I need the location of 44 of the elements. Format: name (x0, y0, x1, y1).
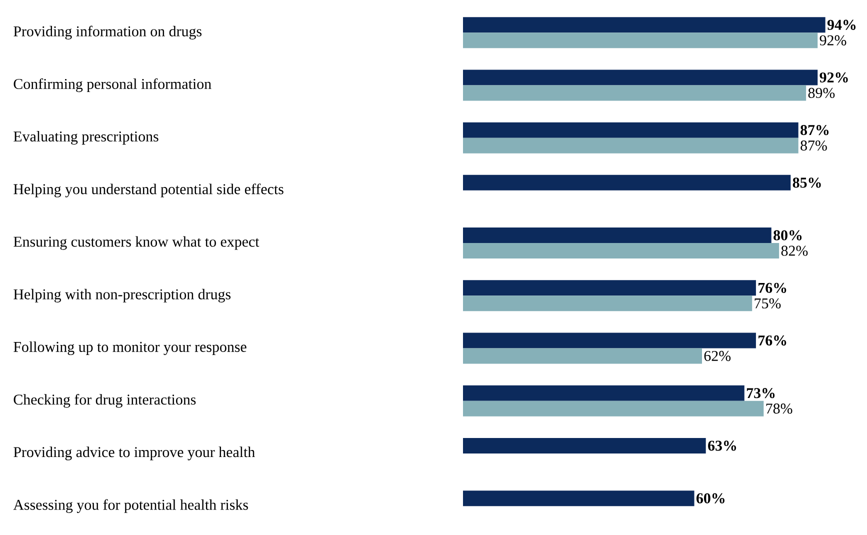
data-label: 76% (758, 335, 786, 346)
data-label: 82% (781, 246, 808, 256)
bar (463, 32, 818, 48)
bar (463, 385, 744, 401)
y-tick-label: Helping with non-prescription drugs (14, 288, 231, 302)
y-tick-label: Helping you understand potential side effects (14, 184, 284, 198)
bar (463, 280, 756, 296)
bar (463, 174, 791, 190)
bar (463, 70, 818, 86)
data-label: 63% (708, 440, 736, 451)
y-tick-label: Providing advice to improve your health (14, 446, 255, 460)
data-label: 85% (792, 178, 821, 188)
data-label: 92% (820, 72, 848, 83)
data-label: 75% (754, 298, 781, 308)
data-label: 60% (696, 493, 724, 504)
data-label: 73% (746, 388, 775, 398)
y-tick-label: Assessing you for potential health risks (13, 499, 248, 513)
data-label: 92% (820, 35, 846, 46)
data-label: 89% (808, 88, 835, 98)
y-tick-label: Providing information on drugs (14, 26, 202, 40)
bar (463, 228, 772, 244)
bar (463, 122, 798, 138)
bar (463, 243, 780, 259)
bar (463, 296, 752, 312)
data-label: 78% (766, 404, 792, 414)
bar (463, 85, 806, 101)
bar (463, 490, 694, 506)
data-label: 87% (800, 125, 829, 136)
bar (463, 138, 798, 154)
bar (463, 17, 826, 33)
data-label: 80% (774, 230, 802, 240)
bar (463, 438, 706, 454)
data-label: 87% (800, 140, 827, 151)
y-tick-label: Confirming personal information (14, 78, 212, 92)
bar (463, 332, 756, 348)
bar (463, 400, 764, 416)
data-label: 76% (758, 282, 786, 293)
data-label: 62% (704, 350, 731, 362)
y-tick-label: Following up to monitor your response (14, 341, 246, 356)
y-tick-label: Ensuring customers know what to expect (14, 236, 260, 250)
y-tick-label: Checking for drug interactions (14, 394, 196, 408)
y-tick-label: Evaluating prescriptions (14, 131, 158, 145)
bar (463, 348, 702, 364)
data-label: 94% (827, 20, 856, 30)
